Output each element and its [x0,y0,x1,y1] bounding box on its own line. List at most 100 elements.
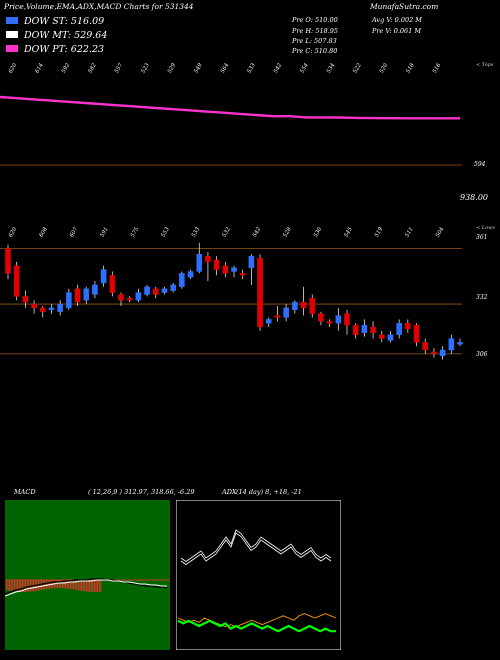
macd-histogram-bar [28,580,30,592]
macd-histogram-bar [76,580,78,591]
legend-label-mt: DOW MT: 529.64 [24,30,108,41]
macd-histogram-bar [18,580,20,592]
candle-body [422,342,429,351]
level-label-332: 332 [476,294,488,301]
macd-histogram-bar [44,580,46,590]
ema-panel: 620 614 592 582 557 523 529 549 564 533 542 554 534 5… [0,62,462,166]
candle-body [100,269,107,284]
level-label-361: 361 [476,234,488,241]
macd-histogram-bar [79,580,81,591]
candle-body [187,271,194,278]
macd-histogram-bar [46,580,47,590]
macd-histogram-bar [89,580,91,592]
macd-histogram-bar [71,580,73,590]
candle-body [5,248,11,274]
candle-body [152,288,159,295]
ema-top-label: 592 [61,62,72,75]
candle-body [179,273,185,288]
macd-histogram-bar [9,580,11,591]
level-label-306: 306 [476,351,488,358]
macd-histogram-bar [66,580,68,589]
macd-histogram-bar [70,580,71,589]
ema-top-label: 534 [326,62,337,75]
ema-top-label: 518 [405,62,416,75]
info-avg-volume: Avg V: 0.002 M [372,16,422,24]
macd-histogram-bar [6,580,7,590]
candle-body [161,288,168,293]
macd-histogram-bar [47,580,49,589]
ema-top-label: 549 [193,62,204,75]
candle-body [231,267,237,272]
candle-body [22,296,29,303]
candle-body [48,307,55,310]
candle-body [118,294,124,301]
candle-low-label: 545 [343,226,354,239]
candle-body [439,349,446,356]
candle-body [361,324,368,333]
candle-body [405,322,411,330]
ema-top-label: 523 [140,62,151,75]
candle-body [31,303,37,309]
legend-swatch-pt [6,45,18,52]
candle-body [352,324,359,335]
macd-histogram-bar [14,580,15,592]
macd-histogram-bar [20,580,22,592]
candle-body [170,284,176,291]
macd-histogram-bar [7,580,9,591]
candle-body [431,351,437,355]
macd-histogram-bar [87,580,89,592]
macd-panel [5,500,170,650]
macd-histogram-bar [98,580,100,592]
ema-top-label: 542 [273,62,284,75]
candle-body [196,254,203,272]
candle-low-label: 553 [160,226,171,239]
legend-label-pt: DOW PT: 622.23 [24,44,105,55]
macd-histogram-bar [60,580,62,589]
macd-histogram-bar [65,580,67,589]
macd-bg [5,500,170,650]
candle-body [109,275,116,293]
candle-low-label: 528 [282,226,293,239]
adx-values: (14 day) 8, +18, -21 [236,488,302,496]
candle-body [144,286,150,295]
candle-low-label: 504 [435,226,446,239]
candle-body [239,273,246,276]
macd-histogram-bar [41,580,43,590]
candle-low-label: 620 [8,226,19,239]
ema-top-label: 522 [352,62,363,75]
macd-histogram-bar [73,580,75,590]
adx-panel [176,500,341,650]
macd-histogram-bar [90,580,92,592]
candle-body [92,284,98,295]
candle-body [387,334,394,341]
macd-histogram-bar [78,580,79,591]
candle-low-label: 575 [130,226,141,239]
macd-values: ( 12,26,9 ) 312.97, 318.66, -6.29 [88,488,195,496]
brand-link[interactable]: MunafaSutra.com [370,2,439,11]
candle-body [248,255,255,268]
candle-body [257,257,263,328]
candle-body [213,259,220,270]
macd-histogram-bar [15,580,17,592]
candle-body [222,265,229,274]
macd-histogram-bar [10,580,12,591]
macd-histogram-bar [23,580,25,592]
legend-swatch-st [6,17,18,24]
candle-low-label: 530 [313,226,324,239]
macd-histogram-bar [39,580,41,591]
candle-low-label: 511 [404,226,414,238]
info-pre-low: Pre L: 507.83 [292,37,337,45]
macd-histogram-bar [94,580,95,592]
candle-low-label: 542 [252,226,263,239]
adx-plus-di-line [180,529,332,562]
ema-top-label: 554 [299,62,310,75]
macd-histogram-bar [86,580,87,592]
macd-signal-line [5,579,167,597]
macd-histogram-bar [100,580,102,592]
ema-line-pt [0,95,460,120]
candle-body [126,298,133,301]
ema-top-label: 614 [34,62,45,75]
adx-label: ADX [222,488,237,496]
candle-body [396,322,402,335]
